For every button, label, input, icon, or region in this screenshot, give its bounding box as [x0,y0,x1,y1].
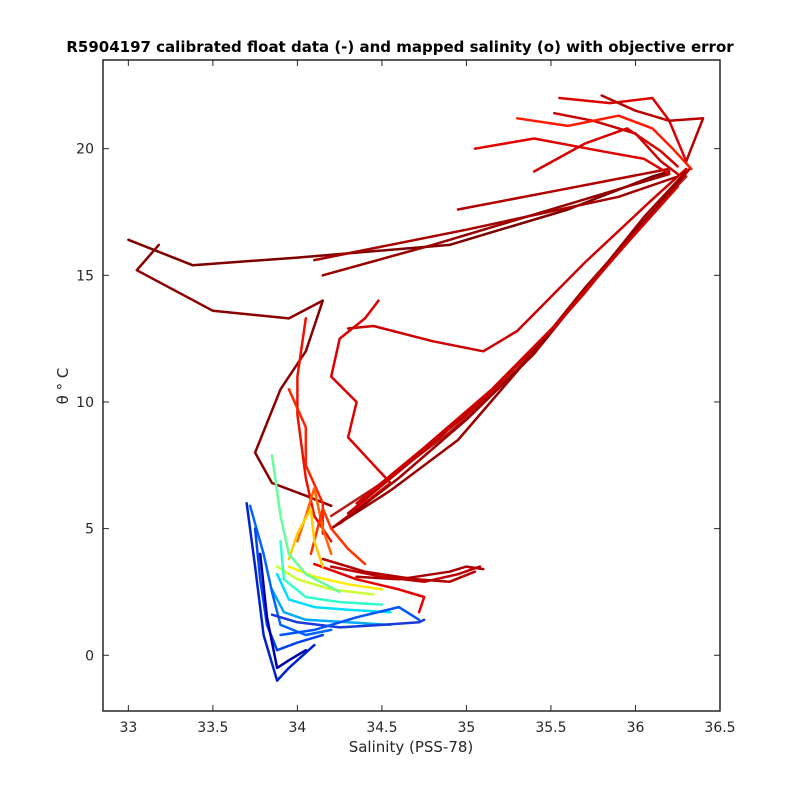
y-axis-title: θ ° C [54,368,72,405]
profile-line-32 [275,572,392,614]
profile-line-14 [355,185,679,505]
y-tick-label: 0 [85,648,94,664]
profile-line-37 [258,552,308,670]
x-tick-label: 33.5 [197,720,228,736]
profile-line-21 [355,565,485,581]
x-axis-title: Salinity (PSS-78) [349,738,474,756]
profile-line-31 [279,540,384,606]
profile-line-4 [313,175,679,262]
y-tick-label: 15 [76,268,94,284]
x-tick-label: 36 [627,720,645,736]
profile-line-16 [558,96,688,163]
profile-line-29 [275,565,375,596]
x-tick-label: 35.5 [535,720,566,736]
profile-line-33 [270,588,392,627]
profile-line-19 [515,114,693,171]
profile-line-24 [313,562,426,614]
profile-line-38 [270,613,426,629]
profile-line-11 [338,170,688,525]
profile-line-20 [532,127,679,173]
profile-line-34 [248,504,333,637]
profile-line-23 [321,557,477,584]
plot-area [103,60,720,711]
profile-line-1 [127,170,671,267]
x-tick-label: 36.5 [704,720,735,736]
profile-line-39 [279,605,421,637]
profile-line-27 [287,507,325,568]
x-tick-label: 35 [458,720,476,736]
profile-line-13 [329,175,685,530]
profile-line-18 [600,94,705,163]
profile-line-36 [245,502,316,682]
profile-line-9 [287,388,325,535]
x-tick-label: 33 [119,720,137,736]
series-layer [127,94,705,682]
profile-line-22 [329,565,482,584]
x-tick-label: 34.5 [366,720,397,736]
chart-title: R5904197 calibrated float data (-) and m… [66,38,734,56]
y-tick-label: 10 [76,395,94,411]
ticks-layer: 33 33.5 34 34.5 35 35.5 36 36.5 0 5 10 15 20 [76,60,736,736]
y-tick-label: 20 [76,142,94,158]
profile-line-2 [135,243,333,508]
profile-line-17 [473,137,671,176]
profile-line-5 [456,167,671,211]
x-tick-label: 34 [288,720,306,736]
profile-line-7 [346,167,688,353]
axes-frame [102,59,721,712]
profile-line-26 [309,507,367,566]
profile-line-3 [321,172,671,277]
profile-line-30 [270,453,341,594]
profile-line-28 [287,565,384,591]
y-tick-label: 5 [85,522,94,538]
profile-line-8 [296,317,333,543]
